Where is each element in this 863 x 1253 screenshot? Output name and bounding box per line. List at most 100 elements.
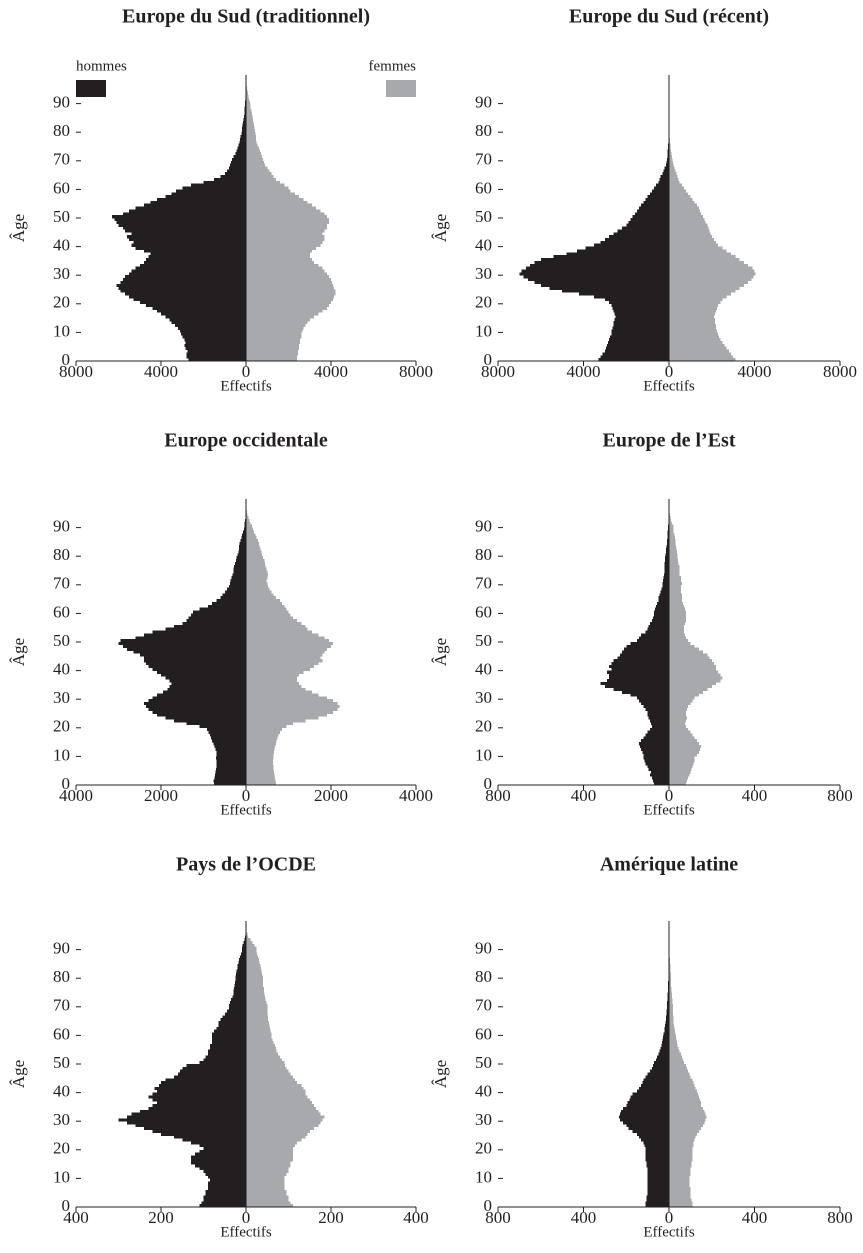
bar xyxy=(246,186,289,190)
bar xyxy=(233,155,246,159)
bar xyxy=(146,662,246,666)
bar xyxy=(246,97,250,102)
bar xyxy=(669,1204,693,1208)
bar xyxy=(173,1135,246,1139)
bar xyxy=(246,1115,325,1119)
bar xyxy=(244,103,246,107)
bar xyxy=(669,303,719,307)
y-tick-label: 60 xyxy=(475,602,492,621)
bar xyxy=(246,767,274,771)
x-axis-label: Effectifs xyxy=(643,1224,695,1240)
bar xyxy=(667,992,669,996)
bar xyxy=(246,135,256,139)
bar xyxy=(669,343,725,347)
y-axis-label: Âge xyxy=(431,638,450,666)
bar xyxy=(192,610,246,614)
bar xyxy=(246,157,263,162)
bar xyxy=(632,1092,669,1096)
bar xyxy=(215,767,246,771)
bar xyxy=(669,1192,691,1196)
bar xyxy=(127,647,246,651)
bar xyxy=(246,320,308,325)
bar xyxy=(669,329,718,333)
bar xyxy=(243,527,246,531)
bar xyxy=(605,346,669,350)
bar xyxy=(144,1126,246,1131)
bar xyxy=(623,1106,669,1111)
bar xyxy=(246,516,249,520)
bar xyxy=(669,195,691,199)
bar xyxy=(116,220,246,225)
bar xyxy=(669,295,727,299)
bar xyxy=(199,1144,246,1148)
chart-title: Europe du Sud (récent) xyxy=(569,6,769,28)
bar xyxy=(246,590,272,594)
bar xyxy=(246,607,287,611)
bar xyxy=(246,1204,293,1208)
bar xyxy=(235,972,246,976)
bar xyxy=(647,1184,669,1188)
bar xyxy=(246,1006,268,1010)
bar xyxy=(669,1069,689,1073)
bar xyxy=(246,246,317,250)
y-tick-label: 70 xyxy=(53,996,70,1015)
bar xyxy=(649,727,669,731)
bar xyxy=(246,544,260,548)
bar xyxy=(530,263,669,267)
bar xyxy=(669,1132,697,1136)
chart-title: Pays de l’OCDE xyxy=(176,854,316,876)
bar xyxy=(610,335,669,339)
bar xyxy=(652,779,669,783)
bar xyxy=(186,355,246,359)
bar xyxy=(246,326,304,330)
bar xyxy=(236,556,246,560)
bar xyxy=(246,762,274,766)
bar xyxy=(182,335,246,339)
bar xyxy=(669,1086,696,1091)
bar xyxy=(246,1141,297,1145)
bar xyxy=(666,547,669,551)
bar xyxy=(665,1018,669,1022)
bar xyxy=(203,1146,246,1151)
bar xyxy=(639,636,669,640)
bar xyxy=(609,338,669,342)
bar xyxy=(246,559,265,563)
bar xyxy=(669,315,714,319)
bar xyxy=(165,315,246,319)
bar xyxy=(246,1064,286,1068)
bar xyxy=(246,212,325,216)
bar xyxy=(190,1155,246,1159)
bar xyxy=(169,318,246,322)
bar xyxy=(246,986,264,990)
bar xyxy=(600,240,669,245)
bar xyxy=(654,610,669,614)
bar xyxy=(124,292,246,296)
bar xyxy=(226,587,246,591)
bar xyxy=(614,312,669,316)
bar xyxy=(669,1112,706,1116)
bar xyxy=(639,742,669,746)
bar xyxy=(669,283,744,287)
bar xyxy=(645,707,669,711)
bar xyxy=(669,679,721,683)
bar xyxy=(669,627,684,631)
bar xyxy=(636,1089,669,1093)
y-tick-label: 50 xyxy=(475,631,492,650)
bar xyxy=(182,1066,246,1071)
bar xyxy=(171,192,246,196)
bar xyxy=(669,155,672,159)
x-tick-label: 8000 xyxy=(59,362,93,381)
bar xyxy=(636,639,669,643)
bar xyxy=(241,129,246,133)
bar xyxy=(246,1118,323,1122)
bar xyxy=(190,613,246,617)
bar xyxy=(185,340,246,345)
bar xyxy=(133,298,246,302)
x-tick-label: 8000 xyxy=(399,362,433,381)
y-tick-label: 70 xyxy=(53,150,70,169)
bar xyxy=(600,682,669,686)
bar xyxy=(246,530,255,534)
bar xyxy=(669,340,723,345)
bar xyxy=(209,1178,246,1182)
bar xyxy=(669,332,719,336)
